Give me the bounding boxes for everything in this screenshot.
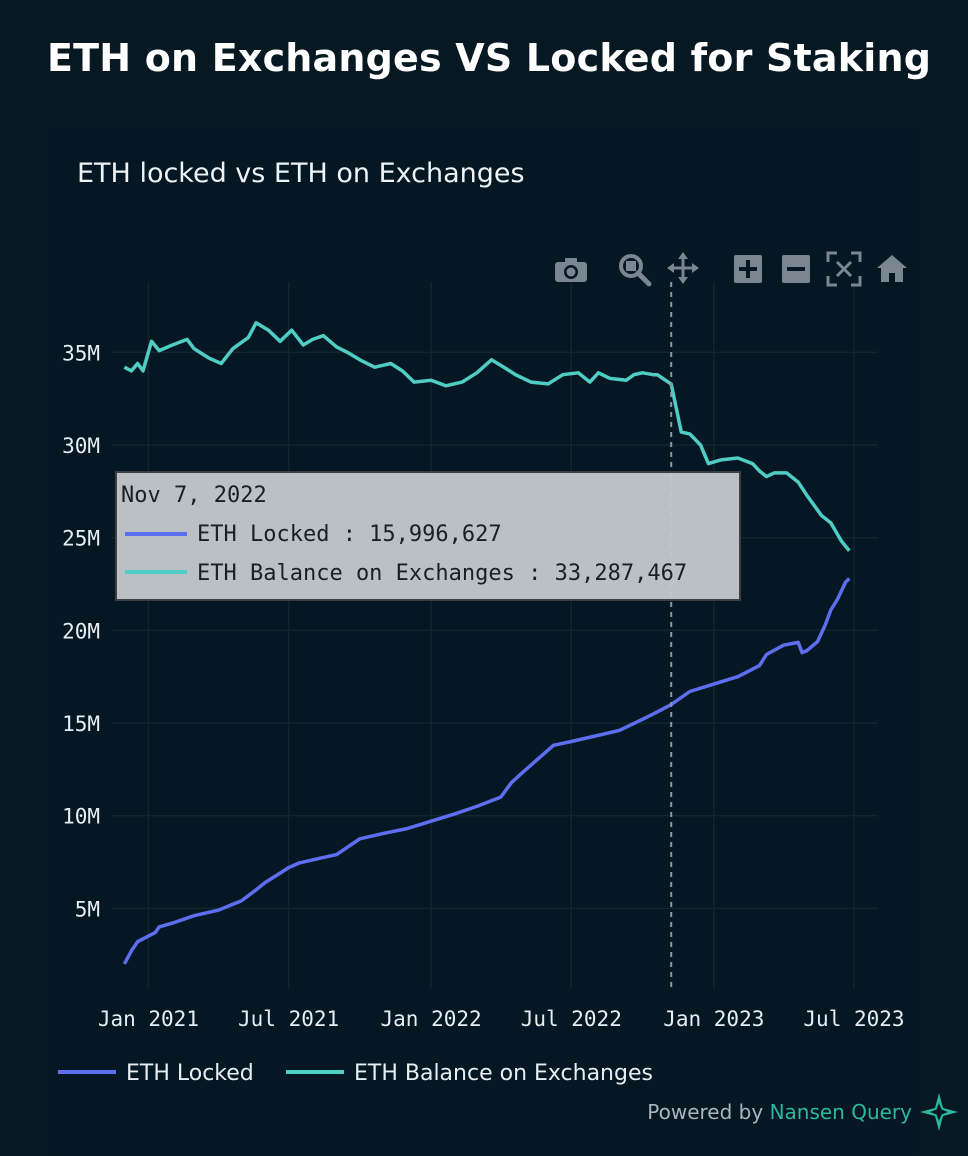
tooltip-row-exchanges: ETH Balance on Exchanges : 33,287,467 [197, 561, 687, 586]
powered-by: Powered by Nansen Query [647, 1100, 912, 1124]
y-tick-label: 35M [62, 341, 100, 365]
y-tick-label: 25M [62, 527, 100, 551]
legend-item-eth-locked[interactable]: ETH Locked [58, 1061, 254, 1086]
modebar [555, 251, 907, 287]
x-tick-label: Jul 2023 [803, 1007, 904, 1031]
tooltip-row-locked: ETH Locked : 15,996,627 [197, 522, 502, 547]
x-axis: Jan 2021 Jul 2021 Jan 2022 Jul 2022 Jan 2023… [98, 1007, 905, 1031]
legend-item-eth-exchanges[interactable]: ETH Balance on Exchanges [286, 1061, 653, 1086]
y-tick-label: 15M [62, 712, 100, 736]
series-lines [122, 321, 851, 965]
x-tick-label: Jan 2022 [381, 1007, 482, 1031]
series-line-eth-locked[interactable] [122, 577, 851, 965]
nansen-logo-icon [920, 1093, 958, 1131]
reset-axes-icon[interactable] [877, 255, 907, 282]
zoom-icon[interactable] [619, 254, 652, 287]
pan-icon[interactable] [667, 252, 699, 284]
y-axis: 5M 10M 15M 20M 25M 30M 35M [62, 341, 100, 921]
legend-label-eth-exchanges: ETH Balance on Exchanges [354, 1061, 653, 1086]
x-tick-label: Jan 2021 [98, 1007, 199, 1031]
nansen-query-link[interactable]: Nansen Query [769, 1100, 912, 1124]
zoom-out-icon[interactable] [782, 255, 810, 283]
chart-title: ETH locked vs ETH on Exchanges [77, 158, 525, 189]
y-tick-label: 30M [62, 434, 100, 458]
zoom-in-icon[interactable] [734, 255, 762, 283]
x-tick-label: Jul 2022 [521, 1007, 622, 1031]
camera-icon[interactable] [555, 258, 587, 282]
x-tick-label: Jul 2021 [238, 1007, 339, 1031]
powered-by-prefix: Powered by [647, 1100, 770, 1124]
chart-card [44, 126, 920, 1156]
grid [112, 282, 878, 988]
y-tick-label: 10M [62, 805, 100, 829]
autoscale-icon[interactable] [826, 251, 862, 287]
legend: ETH Locked ETH Balance on Exchanges [58, 1061, 653, 1086]
page-title: ETH on Exchanges VS Locked for Staking [47, 36, 932, 80]
y-tick-label: 20M [62, 619, 100, 643]
hover-tooltip: Nov 7, 2022 ETH Locked : 15,996,627 ETH … [115, 471, 741, 601]
y-tick-label: 5M [75, 897, 100, 921]
series-line-eth-exchanges[interactable] [123, 321, 851, 552]
x-tick-label: Jan 2023 [663, 1007, 764, 1031]
tooltip-date: Nov 7, 2022 [121, 483, 267, 508]
legend-label-eth-locked: ETH Locked [126, 1061, 254, 1086]
